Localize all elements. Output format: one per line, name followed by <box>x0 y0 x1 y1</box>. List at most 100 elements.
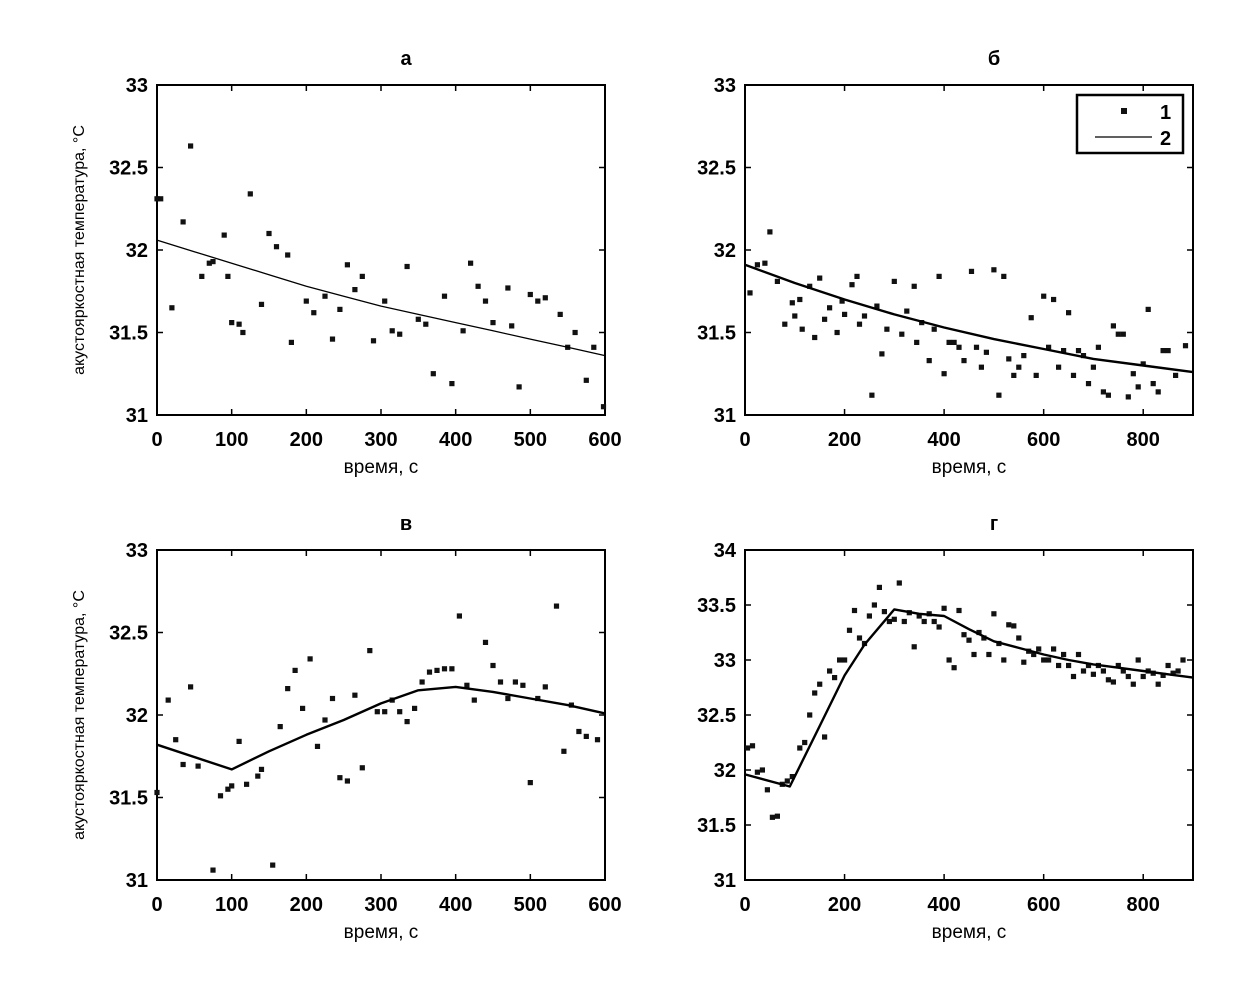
data-point <box>837 657 843 663</box>
data-point <box>797 745 803 751</box>
data-point <box>1056 662 1062 669</box>
data-point <box>583 733 589 739</box>
data-point <box>1061 651 1067 658</box>
data-point <box>978 364 984 370</box>
data-point <box>229 783 235 789</box>
data-point <box>154 196 160 202</box>
data-point <box>535 695 541 702</box>
data-point <box>941 371 947 377</box>
data-point <box>210 259 216 265</box>
y-tick-label: 31.5 <box>697 815 736 837</box>
data-point <box>516 384 522 390</box>
y-tick-label: 32 <box>126 240 148 262</box>
data-point <box>976 629 982 636</box>
data-point <box>1061 348 1067 354</box>
data-point <box>914 339 920 345</box>
data-point <box>217 793 224 799</box>
data-point <box>784 778 790 784</box>
data-point <box>764 787 770 793</box>
plot-frame <box>156 84 606 416</box>
panel-title: б <box>988 48 1000 70</box>
plot-frame <box>156 549 606 881</box>
data-point <box>1110 323 1116 329</box>
data-point <box>834 329 840 336</box>
data-point <box>1066 310 1072 316</box>
data-point <box>968 268 975 274</box>
data-point <box>1090 671 1096 677</box>
data-point <box>1135 384 1141 390</box>
panel-title: в <box>400 513 412 535</box>
data-point <box>1140 673 1146 680</box>
data-point <box>382 709 388 715</box>
data-point <box>1095 344 1101 350</box>
data-point <box>1085 381 1092 387</box>
data-point <box>1056 364 1062 370</box>
data-point <box>827 668 833 674</box>
data-point <box>258 766 265 772</box>
data-point <box>956 344 962 350</box>
data-point <box>1125 394 1131 400</box>
y-axis-label: акустояркостная температура, °C <box>71 590 88 840</box>
data-point <box>1165 348 1171 354</box>
y-tick-label: 32.5 <box>109 158 148 180</box>
data-point <box>807 712 813 718</box>
data-point <box>966 637 972 643</box>
data-point <box>307 656 313 662</box>
data-point <box>1046 657 1052 663</box>
data-point <box>441 293 448 299</box>
series-line <box>156 239 606 357</box>
data-point <box>842 311 848 317</box>
data-point <box>337 306 343 312</box>
data-point <box>247 191 253 197</box>
data-point <box>1145 306 1151 312</box>
data-point <box>1155 389 1161 395</box>
data-point <box>1011 623 1017 629</box>
data-point <box>1155 681 1161 687</box>
data-point <box>1080 353 1087 359</box>
data-point <box>817 275 823 281</box>
data-point <box>244 781 250 787</box>
data-point <box>812 690 818 696</box>
data-point <box>236 738 242 744</box>
data-point <box>292 667 298 673</box>
data-point <box>797 296 803 303</box>
data-point <box>991 611 997 617</box>
panel-title: а <box>400 48 412 70</box>
data-point <box>849 282 855 288</box>
data-point <box>468 260 474 266</box>
data-point <box>749 743 756 749</box>
data-point <box>911 644 917 650</box>
y-tick-label: 33 <box>126 75 148 97</box>
data-point <box>1100 389 1106 395</box>
x-tick-label: 200 <box>828 429 861 451</box>
data-point <box>884 326 890 332</box>
data-point <box>527 291 533 298</box>
legend-box <box>1075 93 1185 155</box>
data-point <box>846 627 853 633</box>
data-point <box>1016 635 1022 641</box>
data-point <box>344 778 350 784</box>
data-point <box>404 719 410 725</box>
data-point <box>1036 646 1042 652</box>
data-point <box>505 285 511 291</box>
data-point <box>1130 681 1136 687</box>
data-point <box>273 244 280 250</box>
data-point <box>1046 344 1052 350</box>
data-point <box>300 705 306 711</box>
data-point <box>344 262 350 268</box>
x-tick-label: 100 <box>215 429 248 451</box>
y-tick-label: 33 <box>714 75 736 97</box>
data-point <box>869 392 875 398</box>
data-point <box>961 358 967 364</box>
y-tick-label: 32.5 <box>109 623 148 645</box>
data-point <box>1120 668 1126 674</box>
data-point <box>210 867 216 873</box>
data-point <box>535 298 541 304</box>
data-point <box>367 648 373 654</box>
data-point <box>754 769 760 775</box>
data-point <box>337 775 343 781</box>
data-point <box>866 613 872 619</box>
data-point <box>911 283 917 289</box>
data-point <box>854 273 860 279</box>
data-point <box>936 273 942 279</box>
